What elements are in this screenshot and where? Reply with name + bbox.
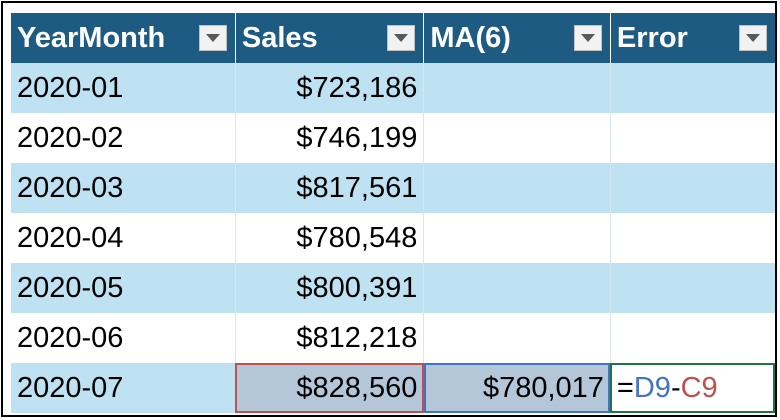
cell-ma6[interactable] [423, 213, 611, 263]
cell-yearmonth[interactable]: 2020-05 [11, 263, 236, 313]
formula-equals: = [616, 371, 634, 404]
cell-error[interactable] [610, 263, 775, 313]
cell-ma6[interactable] [423, 163, 611, 213]
header-yearmonth[interactable]: YearMonth [11, 13, 236, 63]
header-sales-label: Sales [241, 21, 318, 54]
cell-ma6[interactable] [423, 263, 611, 313]
table-row: 2020-02 $746,199 [11, 113, 775, 163]
cell-sales[interactable]: $812,218 [235, 313, 425, 363]
table-row: 2020-06 $812,218 [11, 313, 775, 363]
cell-yearmonth[interactable]: 2020-04 [11, 213, 236, 263]
filter-dropdown-yearmonth[interactable] [198, 25, 227, 51]
cell-ma6[interactable] [423, 63, 611, 113]
filter-dropdown-ma6[interactable] [573, 25, 602, 51]
formula-reference-d9: D9 [633, 371, 671, 404]
cell-sales[interactable]: $746,199 [235, 113, 425, 163]
header-error-label: Error [616, 21, 688, 54]
cell-sales[interactable]: $723,186 [235, 63, 425, 113]
cell-ma6[interactable] [423, 313, 611, 363]
table-row: 2020-04 $780,548 [11, 213, 775, 263]
cell-error[interactable] [610, 313, 775, 363]
header-error[interactable]: Error [610, 13, 775, 63]
cell-yearmonth[interactable]: 2020-03 [11, 163, 236, 213]
header-ma6-label: MA(6) [430, 21, 511, 54]
cell-error[interactable] [610, 213, 775, 263]
cell-sales-referenced[interactable]: $828,560 [235, 363, 425, 413]
formula-minus: - [670, 371, 681, 404]
filter-dropdown-error[interactable] [739, 25, 767, 51]
header-sales[interactable]: Sales [235, 13, 425, 63]
cell-ma6-referenced[interactable]: $780,017 [423, 363, 611, 413]
cell-ma6[interactable] [423, 113, 611, 163]
header-yearmonth-label: YearMonth [17, 21, 166, 54]
dropdown-arrow-icon [394, 34, 409, 42]
cell-error[interactable] [610, 163, 775, 213]
table-row: 2020-07 $828,560 $780,017 =D9-C9 [11, 363, 775, 413]
table-row: 2020-05 $800,391 [11, 263, 775, 313]
formula-reference-c9: C9 [680, 371, 718, 404]
header-row: YearMonth Sales MA(6) [11, 13, 775, 63]
cell-yearmonth[interactable]: 2020-06 [11, 313, 236, 363]
table-row: 2020-03 $817,561 [11, 163, 775, 213]
cell-error[interactable] [610, 63, 775, 113]
cell-error-editing[interactable]: =D9-C9 [610, 363, 775, 413]
cell-yearmonth[interactable]: 2020-01 [11, 63, 236, 113]
cell-sales[interactable]: $780,548 [235, 213, 425, 263]
cell-yearmonth[interactable]: 2020-02 [11, 113, 236, 163]
cell-sales[interactable]: $817,561 [235, 163, 425, 213]
cell-sales[interactable]: $800,391 [235, 263, 425, 313]
dropdown-arrow-icon [580, 34, 595, 42]
filter-dropdown-sales[interactable] [387, 25, 416, 51]
cell-error[interactable] [610, 113, 775, 163]
table-row: 2020-01 $723,186 [11, 63, 775, 113]
cell-yearmonth[interactable]: 2020-07 [11, 363, 236, 413]
data-table: YearMonth Sales MA(6) [11, 13, 775, 413]
header-ma6[interactable]: MA(6) [423, 13, 611, 63]
dropdown-arrow-icon [205, 34, 220, 42]
dropdown-arrow-icon [746, 34, 760, 42]
